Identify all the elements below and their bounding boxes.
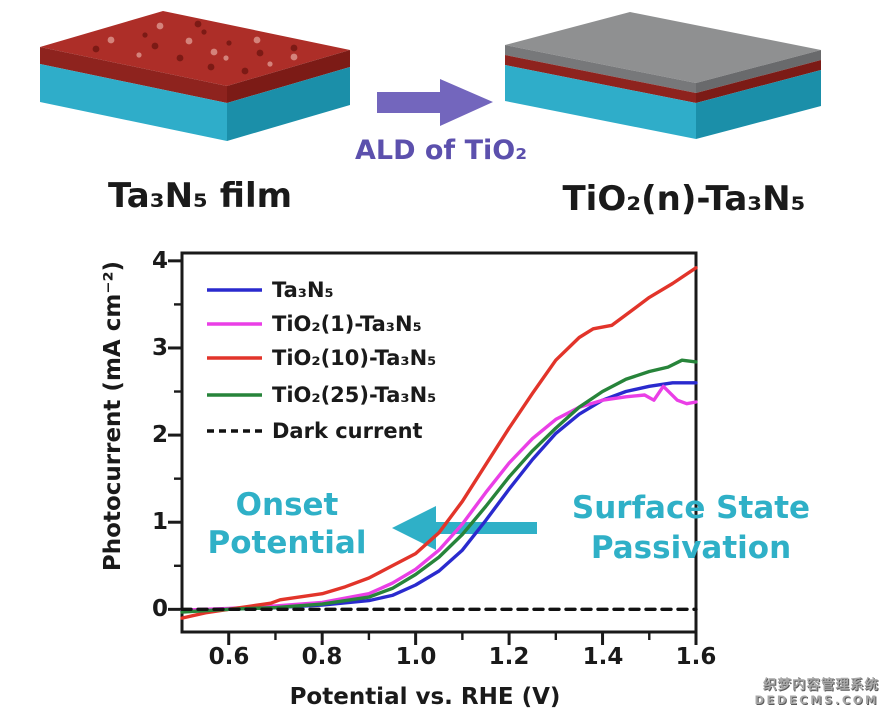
x-tick-label: 1.0 bbox=[395, 644, 437, 670]
legend-label: TiO₂(10)-Ta₃N₅ bbox=[272, 346, 437, 370]
right-arrow-icon bbox=[377, 79, 493, 126]
axis-ticks bbox=[168, 259, 698, 645]
legend-label: TiO₂(1)-Ta₃N₅ bbox=[272, 312, 422, 336]
y-tick-label: 2 bbox=[151, 422, 168, 448]
x-tick-label: 1.4 bbox=[582, 644, 624, 670]
defect-dot bbox=[142, 32, 148, 38]
y-tick-label: 1 bbox=[151, 509, 168, 535]
left-slab bbox=[40, 11, 350, 141]
substrate-front-face bbox=[505, 65, 696, 139]
x-tick-label: 1.6 bbox=[675, 644, 717, 670]
surface-state-annotation: Surface State Passivation bbox=[551, 488, 831, 568]
defect-dot bbox=[290, 44, 298, 52]
defect-dot bbox=[92, 45, 100, 53]
onset-potential-annotation: Onset Potential bbox=[157, 486, 417, 562]
watermark-text: 织梦内容管理系统 bbox=[763, 677, 879, 693]
ald-process-label: ALD of TiO₂ bbox=[354, 135, 528, 166]
defect-dot bbox=[290, 53, 298, 61]
defect-dot bbox=[210, 48, 218, 56]
defect-dot bbox=[151, 42, 159, 50]
defect-dot bbox=[107, 36, 115, 44]
x-axis-title: Potential vs. RHE (V) bbox=[289, 684, 561, 710]
x-tick-label: 0.6 bbox=[208, 644, 250, 670]
defect-dot bbox=[223, 55, 229, 61]
defect-dot bbox=[226, 40, 232, 46]
watermark: 织梦内容管理系统 DEDECMS.COM bbox=[659, 677, 879, 708]
left-arrow-icon bbox=[392, 506, 537, 550]
defect-dot bbox=[194, 20, 202, 28]
substrate-side-face bbox=[696, 70, 821, 139]
defect-dot bbox=[185, 37, 193, 45]
substrate-front-face bbox=[40, 64, 227, 141]
left-slab-label: Ta₃N₅ film bbox=[107, 176, 293, 216]
tio2-front-face bbox=[505, 45, 696, 93]
plot-frame bbox=[180, 251, 698, 634]
buried-film-front-face bbox=[505, 55, 696, 103]
curve-tio2-25 bbox=[180, 358, 698, 614]
legend-label: Ta₃N₅ bbox=[272, 278, 334, 302]
photocurrent-chart bbox=[168, 251, 698, 645]
right-slab bbox=[505, 12, 821, 139]
defect-dot bbox=[207, 63, 215, 71]
curves-layer bbox=[180, 266, 698, 620]
defect-dot bbox=[267, 61, 273, 67]
substrate-side-face bbox=[227, 67, 350, 141]
defect-dot bbox=[253, 36, 261, 44]
tio2-top-face bbox=[505, 12, 821, 83]
annotation-line: Potential bbox=[207, 525, 367, 561]
defect-dot bbox=[241, 67, 249, 75]
defect-dot bbox=[156, 22, 164, 30]
defect-dot bbox=[136, 52, 142, 58]
y-tick-label: 3 bbox=[151, 335, 168, 361]
defect-dot bbox=[176, 54, 184, 62]
legend-swatches bbox=[207, 288, 262, 433]
buried-film-side-face bbox=[696, 60, 821, 103]
film-side-face bbox=[227, 50, 350, 103]
curve-tio2-10 bbox=[180, 266, 698, 620]
legend-label: Dark current bbox=[272, 419, 423, 443]
film-front-face bbox=[40, 47, 227, 103]
watermark-text: DEDECMS.COM bbox=[754, 693, 879, 707]
right-slab-label: TiO₂(n)-Ta₃N₅ bbox=[562, 179, 806, 219]
legend-label: TiO₂(25)-Ta₃N₅ bbox=[272, 383, 437, 407]
defect-dots bbox=[92, 20, 298, 75]
tio2-side-face bbox=[696, 50, 821, 93]
y-tick-label: 4 bbox=[151, 248, 168, 274]
x-tick-label: 0.8 bbox=[301, 644, 343, 670]
defect-dot bbox=[256, 49, 264, 57]
defect-dot bbox=[201, 29, 207, 35]
curve-tio2-1 bbox=[180, 384, 698, 612]
annotation-line: Passivation bbox=[590, 530, 792, 566]
x-tick-label: 1.2 bbox=[488, 644, 530, 670]
y-tick-label: 0 bbox=[151, 596, 168, 622]
annotation-line: Surface State bbox=[571, 490, 811, 526]
y-axis-title: Photocurrent (mA cm⁻²) bbox=[100, 260, 126, 572]
annotation-line: Onset bbox=[235, 487, 339, 523]
film-top-face bbox=[40, 11, 350, 86]
